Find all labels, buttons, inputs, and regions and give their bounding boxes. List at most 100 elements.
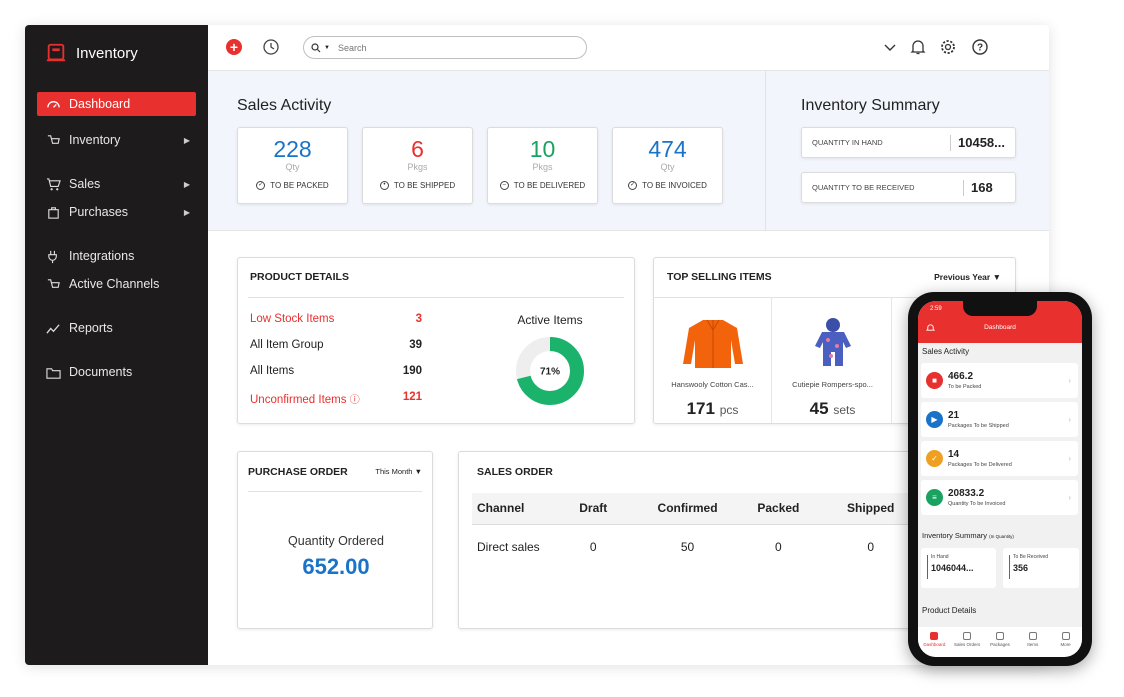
cart-icon [44,175,62,193]
phone-stat-card[interactable]: ✓ 14 Packages To be Delivered › [921,441,1078,476]
unconfirmed-items-row[interactable]: Unconfirmed Items ⓘ 121 [250,391,422,406]
donut-label: 71% [540,367,560,378]
bell-icon[interactable] [926,323,935,332]
sidebar-item-label: Sales [69,177,101,191]
purchase-order-panel: PURCHASE ORDER This Month ▼ Quantity Ord… [237,451,433,629]
column-header: Draft [563,493,623,525]
sidebar-item-purchases[interactable]: Purchases ▶ [37,200,196,224]
row-label: All Item Group [250,339,324,351]
phone-stat-card[interactable]: ≡ 20833.2 Quantity To be Invoiced › [921,480,1078,515]
summary-label: QUANTITY TO BE RECEIVED [812,183,915,192]
chevron-down-icon[interactable] [881,38,899,56]
help-icon[interactable]: ? [971,38,989,56]
sidebar-item-dashboard[interactable]: Dashboard [37,92,196,116]
dropdown-value: This Month [375,467,413,476]
table-cell: 50 [680,540,695,555]
phone-sales-title: Sales Activity [922,347,970,356]
phone-stat-label: Quantity To be Invoiced [948,501,1006,507]
search-input[interactable] [337,42,558,53]
nav-more[interactable]: More [1051,632,1081,647]
inventory-summary-title: Inventory Summary [801,97,940,114]
channels-icon [44,275,62,293]
row-value: 190 [402,365,422,377]
sales-activity-title: Sales Activity [237,97,332,114]
to-receive-value: 356 [1013,563,1029,573]
chevron-right-icon: › [1068,454,1071,463]
nav-packages[interactable]: Packages [985,632,1015,647]
table-cell: 0 [589,540,597,555]
info-icon: ⓘ [349,395,360,406]
search-filter-caret-icon[interactable]: ▼ [324,44,330,51]
table-cell: 0 [775,540,782,555]
panel-title: TOP SELLING ITEMS [667,271,772,283]
all-items-row[interactable]: All Items 190 [250,365,422,377]
stat-card-to-be-packed[interactable]: 228 Qty ✓ TO BE PACKED [237,127,348,204]
dropdown-value: Previous Year [934,272,991,282]
bag-icon [44,203,62,221]
stat-label: TO BE INVOICED [642,181,707,190]
phone-stat-label: To be Packed [948,384,982,390]
item-name: Hanswooly Cotton Cas... [671,380,754,389]
nav-items[interactable]: Items [1018,632,1048,647]
panel-title: PURCHASE ORDER [248,466,348,478]
sidebar-item-active-channels[interactable]: Active Channels [37,272,196,296]
item-unit: pcs [719,403,739,417]
top-item[interactable]: Hanswooly Cotton Cas... 171 pcs [654,298,772,423]
nav-label: Items [1027,642,1039,647]
stat-card-to-be-delivered[interactable]: 10 Pkgs – TO BE DELIVERED [487,127,598,204]
row-value: 121 [402,391,422,403]
top-bar: + ▼ ? [208,25,1049,71]
table-cell: Direct sales [477,540,540,555]
sidebar-item-label: Purchases [69,205,129,219]
brand-name: Inventory [76,44,138,62]
sidebar-item-sales[interactable]: Sales ▶ [37,172,196,196]
phone-header-title: Dashboard [984,324,1016,331]
period-dropdown[interactable]: This Month ▼ [375,467,422,476]
bell-icon[interactable] [909,38,927,56]
items-icon [1028,632,1037,640]
divider [654,297,1015,298]
gear-icon[interactable] [939,38,957,56]
sidebar-item-reports[interactable]: Reports [37,316,196,340]
quick-create-button[interactable]: + [226,39,242,55]
low-stock-row[interactable]: Low Stock Items 3 [250,313,422,325]
sidebar-item-documents[interactable]: Documents [37,360,196,384]
phone-time: 2:59 [930,306,942,312]
phone-stat-value: 466.2 [948,371,974,382]
phone-stat-value: 20833.2 [948,488,985,499]
quantity-to-be-received-row[interactable]: QUANTITY TO BE RECEIVED 168 [801,172,1016,203]
sidebar-item-inventory[interactable]: Inventory ▶ [37,128,196,152]
panel-title: SALES ORDER [477,466,553,478]
phone-to-receive-card[interactable]: To Be Received 356 [1003,548,1079,588]
table-row[interactable]: Direct sales 0 50 0 0 [472,524,937,570]
chevron-right-icon: › [1068,493,1071,502]
stat-value: 474 [648,136,687,162]
stat-card-to-be-shipped[interactable]: 6 Pkgs • TO BE SHIPPED [362,127,473,204]
cart-icon [963,632,972,640]
quantity-in-hand-row[interactable]: QUANTITY IN HAND 10458... [801,127,1016,158]
search-bar[interactable]: ▼ [303,36,587,59]
nav-dashboard[interactable]: Dashboard [919,632,949,647]
phone-stat-card[interactable]: ■ 466.2 To be Packed › [921,363,1078,398]
stat-card-to-be-invoiced[interactable]: 474 Qty ✓ TO BE INVOICED [612,127,723,204]
nav-sales-orders[interactable]: Sales Orders [952,632,982,647]
quantity-ordered-label: Quantity Ordered [288,534,384,548]
accent-bar [927,555,928,579]
item-group-row[interactable]: All Item Group 39 [250,339,422,351]
brand[interactable]: Inventory [45,42,138,64]
chevron-right-icon: › [1068,415,1071,424]
phone-stat-card[interactable]: ▶ 21 Packages To be Shipped › [921,402,1078,437]
box-icon [44,131,62,149]
phone-screen: 2:59 Dashboard Sales Activity ■ 466.2 To … [918,301,1082,657]
phone-in-hand-card[interactable]: In Hand 1046044... [921,548,996,588]
top-item[interactable]: Cutiepie Rompers-spo... 45 sets [774,298,892,423]
plug-icon [44,247,62,265]
phone-product-title: Product Details [922,606,977,615]
stat-label: TO BE DELIVERED [513,181,586,190]
nav-label: Sales Orders [954,642,981,647]
donut-arc [516,337,584,405]
sidebar-item-integrations[interactable]: Integrations [37,244,196,268]
minus-circle-icon: – [499,181,509,190]
period-dropdown[interactable]: Previous Year ▼ [934,272,1001,282]
history-icon[interactable] [262,38,280,56]
